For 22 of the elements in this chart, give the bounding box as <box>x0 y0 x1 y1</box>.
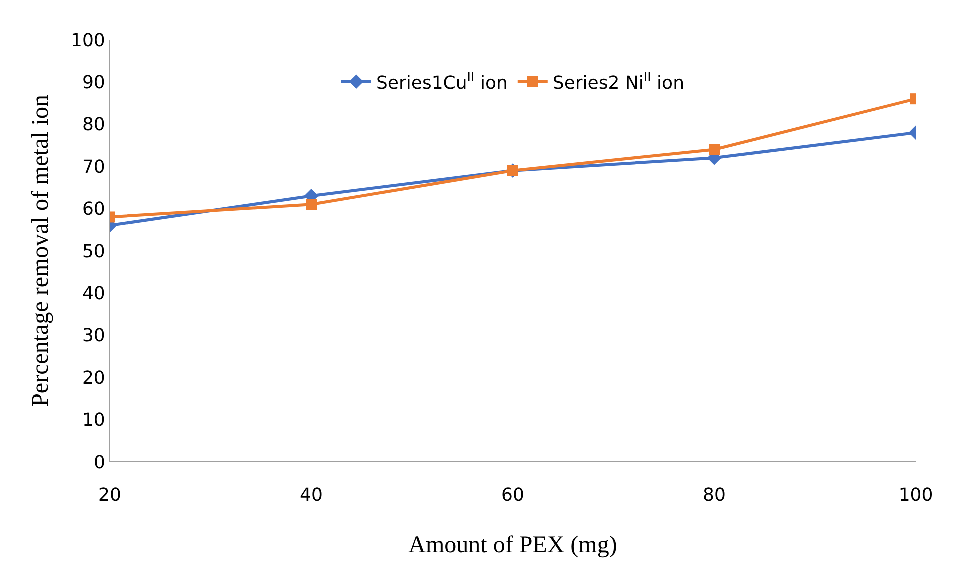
x-tick-label: 20 <box>98 485 122 506</box>
legend-label: Series1Cu$^{II}$ ion <box>376 69 508 94</box>
y-tick-label: 80 <box>82 114 106 136</box>
y-tick-label: 70 <box>82 156 106 178</box>
x-tick-label: 80 <box>703 485 726 506</box>
y-tick-label: 60 <box>82 199 106 220</box>
y-tick-label: 0 <box>94 452 106 474</box>
y-axis-title: Percentage removal of metal ion <box>28 95 54 407</box>
point <box>709 144 720 156</box>
x-tick-label: 60 <box>502 485 524 506</box>
point <box>306 199 317 210</box>
legend-label: Series2 Ni$^{II}$ ion <box>552 69 684 94</box>
y-tick-label: 10 <box>82 410 106 432</box>
y-tick-label: 50 <box>82 241 106 262</box>
y-tick-label: 90 <box>82 72 106 94</box>
y-tick-label: 20 <box>82 368 106 389</box>
y-tick-label: 30 <box>82 326 106 347</box>
y-tick-label: 40 <box>82 284 106 304</box>
x-axis-title: Amount of PEX (mg) <box>408 532 618 558</box>
x-tick-label: 100 <box>898 485 934 506</box>
x-tick-label: 40 <box>300 485 323 506</box>
y-tick-label: 100 <box>71 30 106 52</box>
